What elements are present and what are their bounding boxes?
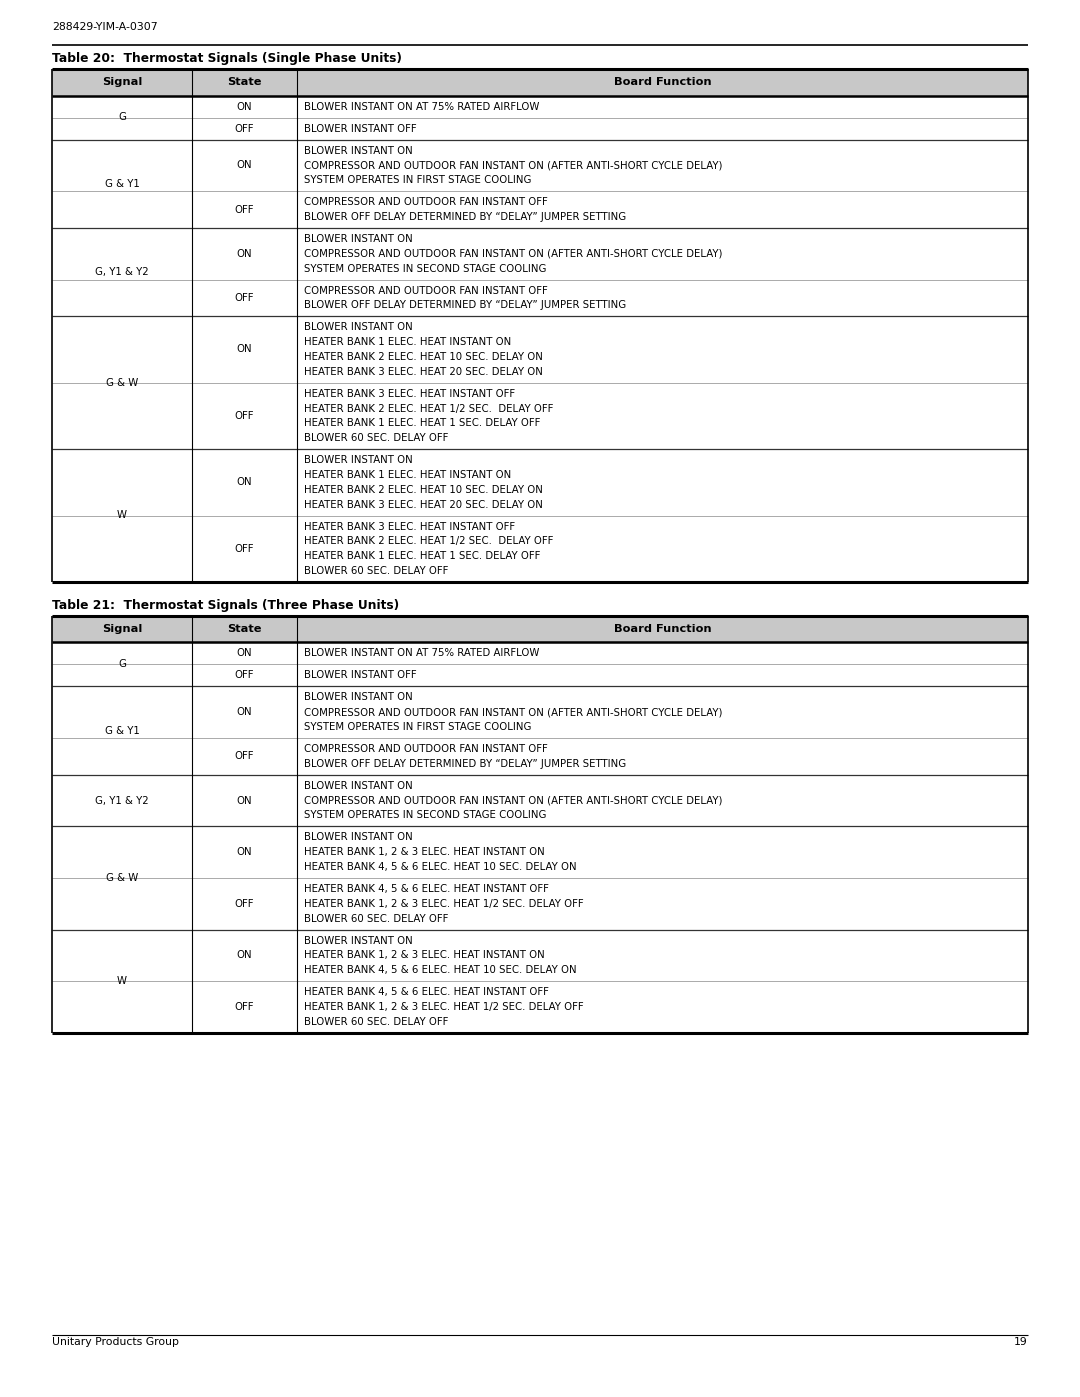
Text: G & W: G & W	[106, 377, 138, 388]
Text: BLOWER 60 SEC. DELAY OFF: BLOWER 60 SEC. DELAY OFF	[303, 433, 448, 443]
Text: ON: ON	[237, 478, 253, 488]
Text: 19: 19	[1014, 1337, 1028, 1347]
Text: COMPRESSOR AND OUTDOOR FAN INSTANT ON (AFTER ANTI-SHORT CYCLE DELAY): COMPRESSOR AND OUTDOOR FAN INSTANT ON (A…	[303, 707, 723, 717]
Bar	[52, 68, 1028, 95]
Text: G, Y1 & Y2: G, Y1 & Y2	[95, 267, 149, 277]
Text: G & Y1: G & Y1	[105, 179, 139, 189]
Text: ON: ON	[237, 707, 253, 717]
Text: HEATER BANK 4, 5 & 6 ELEC. HEAT INSTANT OFF: HEATER BANK 4, 5 & 6 ELEC. HEAT INSTANT …	[303, 988, 549, 997]
Text: G & W: G & W	[106, 873, 138, 883]
Text: HEATER BANK 1, 2 & 3 ELEC. HEAT 1/2 SEC. DELAY OFF: HEATER BANK 1, 2 & 3 ELEC. HEAT 1/2 SEC.…	[303, 898, 583, 909]
Text: HEATER BANK 1, 2 & 3 ELEC. HEAT INSTANT ON: HEATER BANK 1, 2 & 3 ELEC. HEAT INSTANT …	[303, 950, 544, 960]
Text: HEATER BANK 2 ELEC. HEAT 10 SEC. DELAY ON: HEATER BANK 2 ELEC. HEAT 10 SEC. DELAY O…	[303, 485, 543, 495]
Text: HEATER BANK 1 ELEC. HEAT 1 SEC. DELAY OFF: HEATER BANK 1 ELEC. HEAT 1 SEC. DELAY OF…	[303, 418, 540, 429]
Text: COMPRESSOR AND OUTDOOR FAN INSTANT ON (AFTER ANTI-SHORT CYCLE DELAY): COMPRESSOR AND OUTDOOR FAN INSTANT ON (A…	[303, 796, 723, 806]
Text: Unitary Products Group: Unitary Products Group	[52, 1337, 179, 1347]
Text: HEATER BANK 1 ELEC. HEAT 1 SEC. DELAY OFF: HEATER BANK 1 ELEC. HEAT 1 SEC. DELAY OF…	[303, 550, 540, 562]
Text: ON: ON	[237, 161, 253, 170]
Text: OFF: OFF	[234, 898, 254, 909]
Text: HEATER BANK 1 ELEC. HEAT INSTANT ON: HEATER BANK 1 ELEC. HEAT INSTANT ON	[303, 469, 511, 481]
Text: Signal: Signal	[102, 77, 143, 87]
Text: ON: ON	[237, 102, 253, 112]
Text: BLOWER OFF DELAY DETERMINED BY “DELAY” JUMPER SETTING: BLOWER OFF DELAY DETERMINED BY “DELAY” J…	[303, 212, 626, 222]
Text: OFF: OFF	[234, 204, 254, 215]
Text: COMPRESSOR AND OUTDOOR FAN INSTANT OFF: COMPRESSOR AND OUTDOOR FAN INSTANT OFF	[303, 745, 548, 754]
Text: COMPRESSOR AND OUTDOOR FAN INSTANT ON (AFTER ANTI-SHORT CYCLE DELAY): COMPRESSOR AND OUTDOOR FAN INSTANT ON (A…	[303, 249, 723, 258]
Text: BLOWER INSTANT ON: BLOWER INSTANT ON	[303, 833, 413, 842]
Text: BLOWER OFF DELAY DETERMINED BY “DELAY” JUMPER SETTING: BLOWER OFF DELAY DETERMINED BY “DELAY” J…	[303, 759, 626, 768]
Text: BLOWER INSTANT ON AT 75% RATED AIRFLOW: BLOWER INSTANT ON AT 75% RATED AIRFLOW	[303, 102, 539, 112]
Text: BLOWER INSTANT ON: BLOWER INSTANT ON	[303, 233, 413, 244]
Text: BLOWER OFF DELAY DETERMINED BY “DELAY” JUMPER SETTING: BLOWER OFF DELAY DETERMINED BY “DELAY” J…	[303, 300, 626, 310]
Text: OFF: OFF	[234, 123, 254, 134]
Text: ON: ON	[237, 847, 253, 858]
Text: BLOWER INSTANT ON AT 75% RATED AIRFLOW: BLOWER INSTANT ON AT 75% RATED AIRFLOW	[303, 648, 539, 658]
Text: HEATER BANK 2 ELEC. HEAT 1/2 SEC.  DELAY OFF: HEATER BANK 2 ELEC. HEAT 1/2 SEC. DELAY …	[303, 536, 553, 546]
Text: HEATER BANK 3 ELEC. HEAT INSTANT OFF: HEATER BANK 3 ELEC. HEAT INSTANT OFF	[303, 521, 515, 531]
Text: BLOWER INSTANT ON: BLOWER INSTANT ON	[303, 145, 413, 155]
Text: HEATER BANK 4, 5 & 6 ELEC. HEAT INSTANT OFF: HEATER BANK 4, 5 & 6 ELEC. HEAT INSTANT …	[303, 884, 549, 894]
Text: OFF: OFF	[234, 752, 254, 761]
Text: BLOWER INSTANT ON: BLOWER INSTANT ON	[303, 781, 413, 791]
Text: HEATER BANK 3 ELEC. HEAT INSTANT OFF: HEATER BANK 3 ELEC. HEAT INSTANT OFF	[303, 388, 515, 398]
Text: Board Function: Board Function	[613, 624, 712, 634]
Text: BLOWER 60 SEC. DELAY OFF: BLOWER 60 SEC. DELAY OFF	[303, 1017, 448, 1027]
Text: SYSTEM OPERATES IN FIRST STAGE COOLING: SYSTEM OPERATES IN FIRST STAGE COOLING	[303, 722, 531, 732]
Text: Board Function: Board Function	[613, 77, 712, 87]
Text: G & Y1: G & Y1	[105, 725, 139, 736]
Text: ON: ON	[237, 950, 253, 960]
Text: ON: ON	[237, 796, 253, 806]
Text: State: State	[227, 624, 261, 634]
Text: OFF: OFF	[234, 671, 254, 680]
Text: OFF: OFF	[234, 293, 254, 303]
Text: ON: ON	[237, 648, 253, 658]
Text: HEATER BANK 1, 2 & 3 ELEC. HEAT INSTANT ON: HEATER BANK 1, 2 & 3 ELEC. HEAT INSTANT …	[303, 847, 544, 858]
Text: HEATER BANK 3 ELEC. HEAT 20 SEC. DELAY ON: HEATER BANK 3 ELEC. HEAT 20 SEC. DELAY O…	[303, 366, 543, 377]
Text: SYSTEM OPERATES IN FIRST STAGE COOLING: SYSTEM OPERATES IN FIRST STAGE COOLING	[303, 175, 531, 184]
Text: State: State	[227, 77, 261, 87]
Text: HEATER BANK 1 ELEC. HEAT INSTANT ON: HEATER BANK 1 ELEC. HEAT INSTANT ON	[303, 337, 511, 346]
Text: W: W	[117, 510, 127, 521]
Text: SYSTEM OPERATES IN SECOND STAGE COOLING: SYSTEM OPERATES IN SECOND STAGE COOLING	[303, 264, 546, 274]
Text: BLOWER INSTANT OFF: BLOWER INSTANT OFF	[303, 671, 417, 680]
Text: ON: ON	[237, 345, 253, 355]
Text: G, Y1 & Y2: G, Y1 & Y2	[95, 796, 149, 806]
Text: HEATER BANK 3 ELEC. HEAT 20 SEC. DELAY ON: HEATER BANK 3 ELEC. HEAT 20 SEC. DELAY O…	[303, 500, 543, 510]
Text: COMPRESSOR AND OUTDOOR FAN INSTANT OFF: COMPRESSOR AND OUTDOOR FAN INSTANT OFF	[303, 197, 548, 207]
Text: BLOWER INSTANT ON: BLOWER INSTANT ON	[303, 455, 413, 465]
Text: BLOWER 60 SEC. DELAY OFF: BLOWER 60 SEC. DELAY OFF	[303, 914, 448, 923]
Text: HEATER BANK 4, 5 & 6 ELEC. HEAT 10 SEC. DELAY ON: HEATER BANK 4, 5 & 6 ELEC. HEAT 10 SEC. …	[303, 862, 577, 872]
Bar	[52, 616, 1028, 643]
Text: OFF: OFF	[234, 411, 254, 420]
Text: HEATER BANK 2 ELEC. HEAT 10 SEC. DELAY ON: HEATER BANK 2 ELEC. HEAT 10 SEC. DELAY O…	[303, 352, 543, 362]
Text: Table 21:  Thermostat Signals (Three Phase Units): Table 21: Thermostat Signals (Three Phas…	[52, 599, 400, 612]
Text: OFF: OFF	[234, 1002, 254, 1011]
Text: BLOWER INSTANT ON: BLOWER INSTANT ON	[303, 936, 413, 946]
Text: W: W	[117, 977, 127, 986]
Text: COMPRESSOR AND OUTDOOR FAN INSTANT OFF: COMPRESSOR AND OUTDOOR FAN INSTANT OFF	[303, 285, 548, 296]
Text: Signal: Signal	[102, 624, 143, 634]
Text: HEATER BANK 2 ELEC. HEAT 1/2 SEC.  DELAY OFF: HEATER BANK 2 ELEC. HEAT 1/2 SEC. DELAY …	[303, 404, 553, 414]
Text: BLOWER 60 SEC. DELAY OFF: BLOWER 60 SEC. DELAY OFF	[303, 566, 448, 576]
Text: HEATER BANK 4, 5 & 6 ELEC. HEAT 10 SEC. DELAY ON: HEATER BANK 4, 5 & 6 ELEC. HEAT 10 SEC. …	[303, 965, 577, 975]
Text: BLOWER INSTANT ON: BLOWER INSTANT ON	[303, 323, 413, 332]
Text: 288429-YIM-A-0307: 288429-YIM-A-0307	[52, 22, 158, 32]
Text: SYSTEM OPERATES IN SECOND STAGE COOLING: SYSTEM OPERATES IN SECOND STAGE COOLING	[303, 810, 546, 820]
Text: BLOWER INSTANT OFF: BLOWER INSTANT OFF	[303, 123, 417, 134]
Text: OFF: OFF	[234, 543, 254, 553]
Text: G: G	[118, 659, 126, 669]
Text: ON: ON	[237, 249, 253, 258]
Text: COMPRESSOR AND OUTDOOR FAN INSTANT ON (AFTER ANTI-SHORT CYCLE DELAY): COMPRESSOR AND OUTDOOR FAN INSTANT ON (A…	[303, 161, 723, 170]
Text: HEATER BANK 1, 2 & 3 ELEC. HEAT 1/2 SEC. DELAY OFF: HEATER BANK 1, 2 & 3 ELEC. HEAT 1/2 SEC.…	[303, 1002, 583, 1011]
Text: G: G	[118, 113, 126, 123]
Text: Table 20:  Thermostat Signals (Single Phase Units): Table 20: Thermostat Signals (Single Pha…	[52, 52, 402, 66]
Text: BLOWER INSTANT ON: BLOWER INSTANT ON	[303, 693, 413, 703]
